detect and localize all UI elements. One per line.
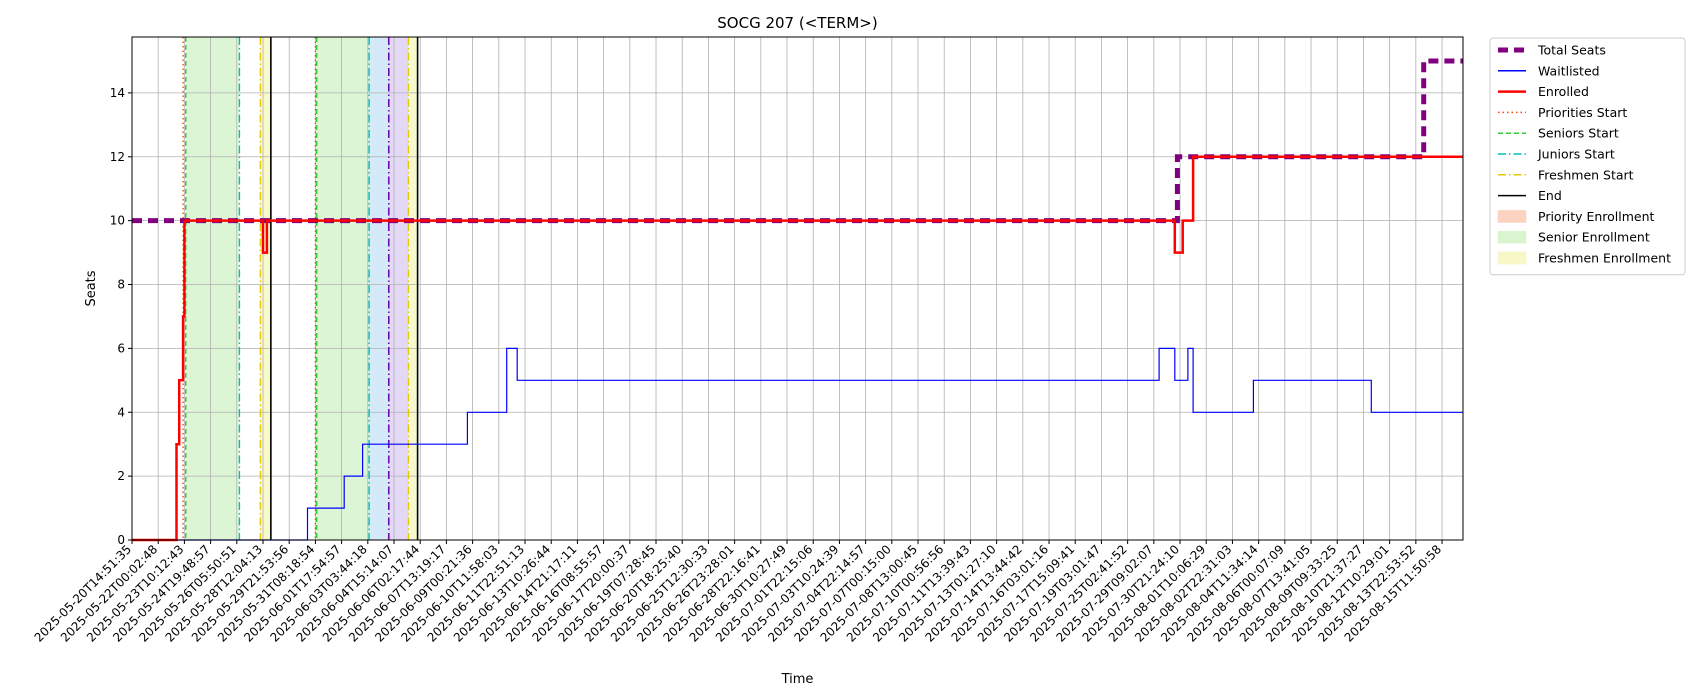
legend-patch [1497, 251, 1527, 265]
y-tick-label: 14 [110, 86, 125, 100]
chart-grid [131, 37, 1463, 541]
region-2-span-1 [408, 37, 418, 540]
y-tick-label: 10 [110, 214, 125, 228]
milestone-lines [182, 37, 419, 540]
region-1-span-1 [316, 37, 370, 540]
legend-label: Enrolled [1538, 84, 1589, 99]
y-tick-label: 0 [117, 533, 125, 547]
legend-label: Freshmen Enrollment [1538, 251, 1671, 266]
y-axis-label: Seats [84, 270, 99, 306]
enrollment-regions [185, 37, 418, 540]
series-waitlisted [132, 347, 1463, 541]
legend-label: Juniors Start [1537, 147, 1615, 162]
legend-box [1489, 37, 1686, 276]
legend-label: Total Seats [1537, 43, 1606, 58]
legend-label: Priority Enrollment [1538, 209, 1655, 224]
legend-label: Seniors Start [1538, 126, 1619, 141]
region-3-span-0 [369, 37, 389, 540]
plot-frame [131, 36, 1464, 541]
legend-patch [1497, 230, 1527, 244]
data-series [132, 58, 1463, 542]
chart-title: SOCG 207 (<TERM>) [717, 14, 877, 32]
legend-label: End [1538, 188, 1562, 203]
x-axis-label: Time [781, 672, 814, 687]
region-4-span-0 [388, 37, 409, 540]
y-tick-label: 8 [117, 278, 125, 292]
y-tick-label: 4 [117, 405, 125, 419]
legend-label: Freshmen Start [1538, 167, 1634, 182]
legend-patch [1497, 209, 1527, 223]
legend: Total Seats Waitlisted Enrolled Priorities … [1489, 37, 1686, 276]
y-tick-label: 12 [110, 150, 125, 164]
series-enrolled [132, 155, 1463, 542]
y-tick-label: 2 [117, 469, 125, 483]
y-tick-label: 6 [117, 341, 125, 355]
legend-label: Priorities Start [1538, 105, 1627, 120]
region-1-span-0 [185, 37, 240, 540]
region-2-span-0 [260, 37, 271, 540]
legend-label: Waitlisted [1538, 63, 1600, 78]
legend-label: Senior Enrollment [1538, 230, 1650, 245]
